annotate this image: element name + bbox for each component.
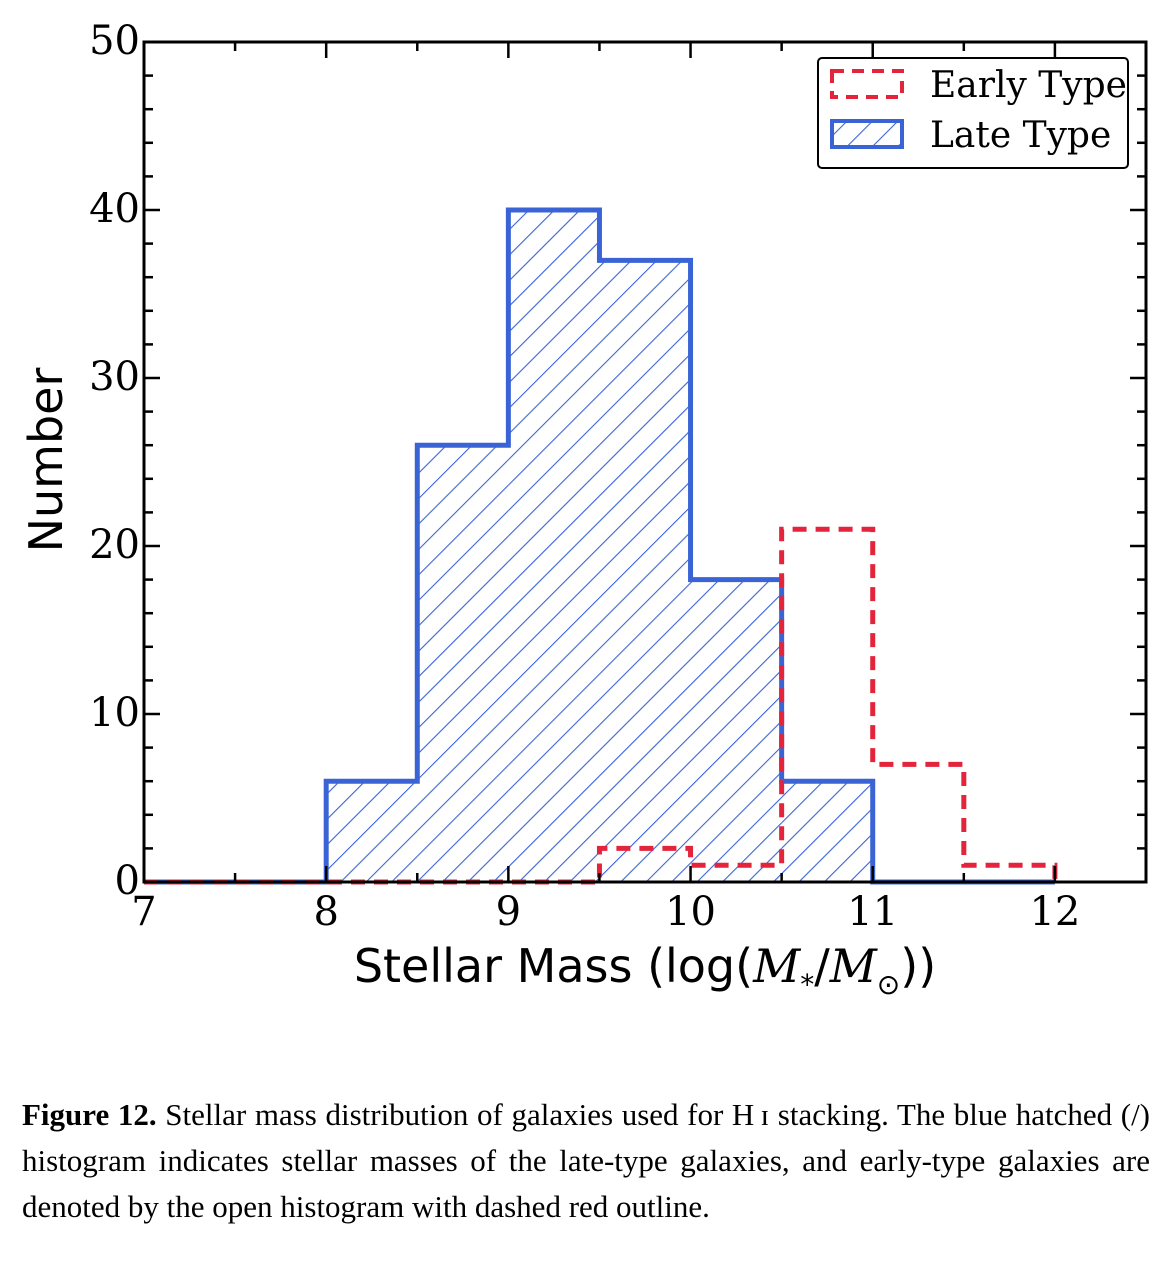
- legend-swatch-late-type: [830, 119, 904, 149]
- x-tick-labels: 7 8 9 10 11 12: [131, 889, 1080, 935]
- late-type-bin: [599, 260, 691, 882]
- x-tick-label: 9: [496, 889, 521, 935]
- axis-ticks: [142, 40, 1148, 884]
- x-axis-title: Stellar Mass (log(M*/M⊙)): [354, 939, 936, 1001]
- y-tick-label: 0: [115, 858, 140, 904]
- x-tick-label: 12: [1029, 889, 1080, 935]
- figure-caption: Figure 12. Stellar mass distribution of …: [22, 1092, 1150, 1230]
- figure-label: Figure 12.: [22, 1097, 157, 1132]
- x-tick-label: 10: [665, 889, 716, 935]
- y-tick-label: 40: [89, 186, 140, 232]
- late-type-bin: [417, 445, 509, 882]
- y-tick-label: 30: [89, 354, 140, 400]
- late-type-bin: [508, 210, 600, 882]
- legend: Early Type Late Type: [817, 57, 1129, 169]
- plot-frame: [142, 40, 1148, 884]
- x-tick-label: 8: [313, 889, 338, 935]
- late-type-bin: [690, 579, 782, 882]
- late-type-bin: [326, 781, 418, 882]
- caption-text: Stellar mass distribution of galaxies us…: [22, 1097, 1151, 1224]
- y-tick-label: 20: [89, 522, 140, 568]
- y-axis-title: Number: [19, 368, 73, 553]
- chart: 7 8 9 10 11 12 0 10 20 30 40 50 Number Stellar Mas…: [19, 18, 1148, 1001]
- y-tick-labels: 0 10 20 30 40 50: [89, 18, 140, 904]
- x-tick-label: 7: [131, 889, 156, 935]
- y-tick-label: 50: [89, 18, 140, 64]
- legend-swatch-early-type: [830, 69, 904, 99]
- y-tick-label: 10: [89, 690, 140, 736]
- legend-label-early-type: Early Type: [930, 65, 1127, 106]
- late-type-bin: [781, 781, 873, 882]
- legend-label-late-type: Late Type: [930, 115, 1111, 156]
- late-type-outline: [144, 207, 1055, 885]
- histogram-layer: [144, 207, 1058, 885]
- x-tick-label: 11: [847, 889, 898, 935]
